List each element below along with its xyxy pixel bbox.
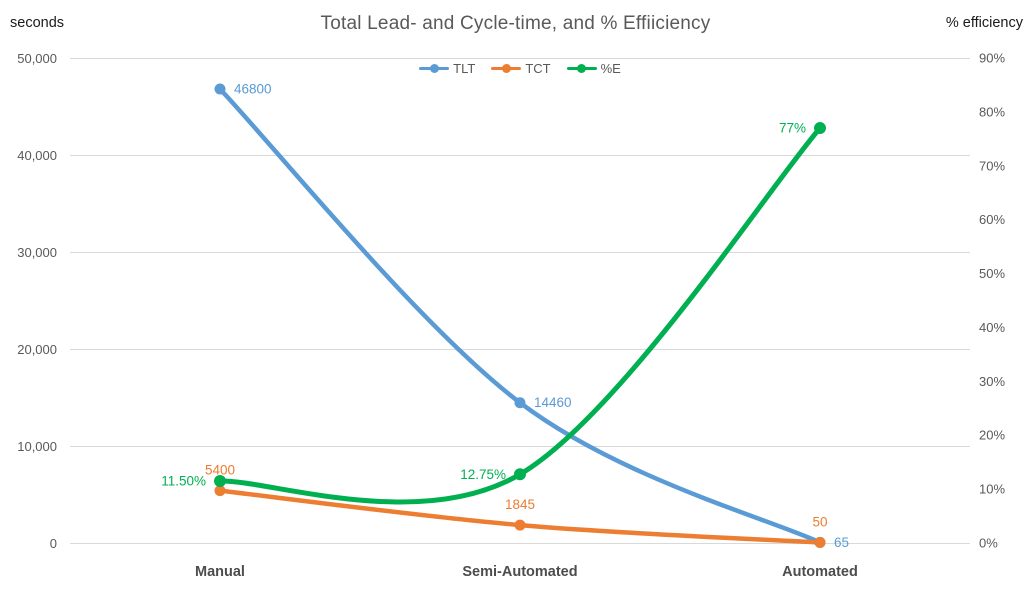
- right-axis-tick-label: 0%: [979, 536, 998, 551]
- legend-label-tlt: TLT: [453, 60, 476, 76]
- x-axis-category-label: Semi-Automated: [462, 564, 577, 580]
- left-axis-tick-label: 10,000: [17, 439, 57, 454]
- data-point-marker-%E: [814, 122, 826, 135]
- right-axis-unit-label: % efficiency: [945, 15, 1023, 31]
- series-line-%E: [217, 125, 823, 505]
- left-axis-tick-label: 30,000: [17, 245, 57, 260]
- data-label-TCT: 5400: [205, 463, 235, 478]
- data-label-TLT: 14460: [534, 395, 572, 410]
- legend-line-marker-icon: [566, 63, 597, 74]
- right-axis-tick-label: 30%: [979, 374, 1005, 389]
- data-point-marker-TLT: [214, 83, 226, 95]
- data-point-marker-TCT: [514, 519, 526, 531]
- legend-item-tct: TCT: [491, 60, 551, 76]
- legend-label-tct: TCT: [525, 60, 551, 76]
- right-axis-tick-label: 60%: [979, 212, 1005, 227]
- left-axis-tick-label: 50,000: [17, 51, 57, 66]
- data-label-TLT: 46800: [234, 82, 272, 97]
- x-axis-category-label: Manual: [195, 564, 245, 580]
- data-point-marker-TCT: [214, 485, 226, 497]
- data-label-%E: 11.50%: [161, 474, 206, 489]
- right-axis-tick-label: 80%: [979, 104, 1005, 119]
- x-axis-category-label: Automated: [782, 564, 858, 580]
- right-axis-tick-label: 10%: [979, 482, 1005, 497]
- legend-label-pcte: %E: [600, 60, 621, 76]
- left-axis-tick-label: 40,000: [17, 148, 57, 163]
- data-point-marker-TCT: [814, 537, 826, 549]
- right-axis-tick-label: 70%: [979, 158, 1005, 173]
- data-label-%E: 77%: [779, 121, 806, 136]
- data-label-TCT: 1845: [505, 497, 535, 512]
- right-axis-tick-label: 20%: [979, 428, 1005, 443]
- right-axis-tick-label: 90%: [979, 51, 1005, 66]
- data-label-TLT: 65: [834, 535, 849, 550]
- legend-line-marker-icon: [419, 63, 450, 74]
- data-point-marker-%E: [514, 468, 526, 481]
- chart-title: Total Lead- and Cycle-time, and % Effiic…: [320, 13, 711, 34]
- data-point-marker-TLT: [514, 397, 526, 409]
- legend-line-marker-icon: [491, 63, 522, 74]
- left-axis-tick-label: 20,000: [17, 342, 57, 357]
- chart-legend: TLT TCT %E: [70, 59, 970, 77]
- legend-item-tlt: TLT: [419, 61, 475, 76]
- data-label-TCT: 50: [812, 515, 827, 530]
- right-axis-tick-label: 40%: [979, 320, 1005, 335]
- data-point-marker-%E: [214, 475, 226, 488]
- left-axis-unit-label: seconds: [10, 15, 65, 31]
- data-label-%E: 12.75%: [460, 467, 506, 482]
- legend-item-pcte: %E: [566, 60, 621, 76]
- right-axis-tick-label: 50%: [979, 266, 1005, 281]
- left-axis-tick-label: 0: [50, 536, 57, 551]
